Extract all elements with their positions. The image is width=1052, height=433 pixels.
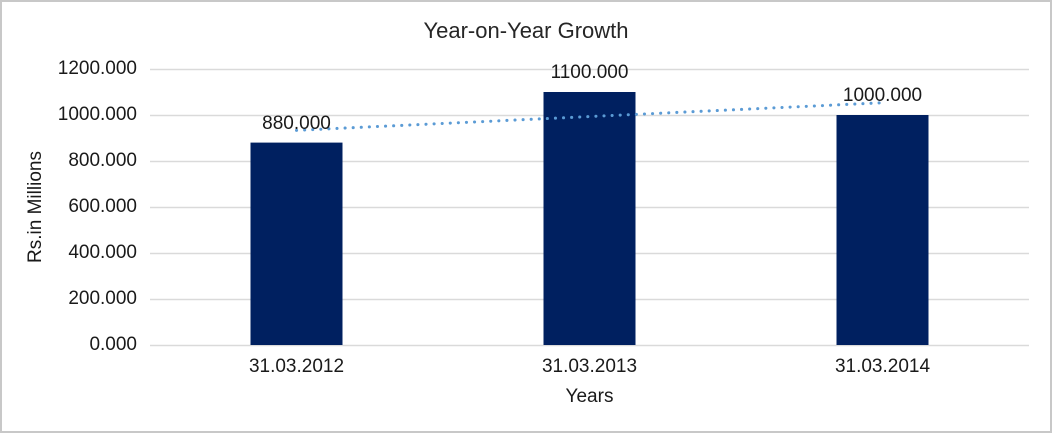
bar-31.03.2014 bbox=[836, 115, 929, 345]
x-tick-label: 31.03.2013 bbox=[541, 356, 638, 377]
y-tick-label: 800.000 bbox=[68, 150, 137, 171]
bar-value-label: 1100.000 bbox=[550, 62, 629, 83]
bar-31.03.2013 bbox=[543, 92, 636, 345]
x-tick-label: 31.03.2012 bbox=[248, 356, 345, 377]
y-tick-label: 0.000 bbox=[89, 334, 137, 355]
x-axis-title: Years bbox=[565, 386, 614, 407]
x-tick-label: 31.03.2014 bbox=[834, 356, 931, 377]
y-axis-title: Rs.in Millions bbox=[25, 151, 46, 263]
bar-value-label: 880.000 bbox=[262, 112, 331, 134]
y-tick-label: 200.000 bbox=[68, 288, 137, 309]
trendline bbox=[295, 101, 884, 132]
y-tick-label: 1000.000 bbox=[57, 104, 137, 125]
y-tick-label: 1200.000 bbox=[57, 58, 137, 79]
chart-title: Year-on-Year Growth bbox=[423, 18, 629, 43]
y-tick-label: 400.000 bbox=[68, 242, 137, 263]
bar-31.03.2012 bbox=[250, 142, 343, 345]
bar-value-label: 1000.000 bbox=[842, 85, 923, 106]
y-tick-label: 600.000 bbox=[68, 196, 137, 217]
